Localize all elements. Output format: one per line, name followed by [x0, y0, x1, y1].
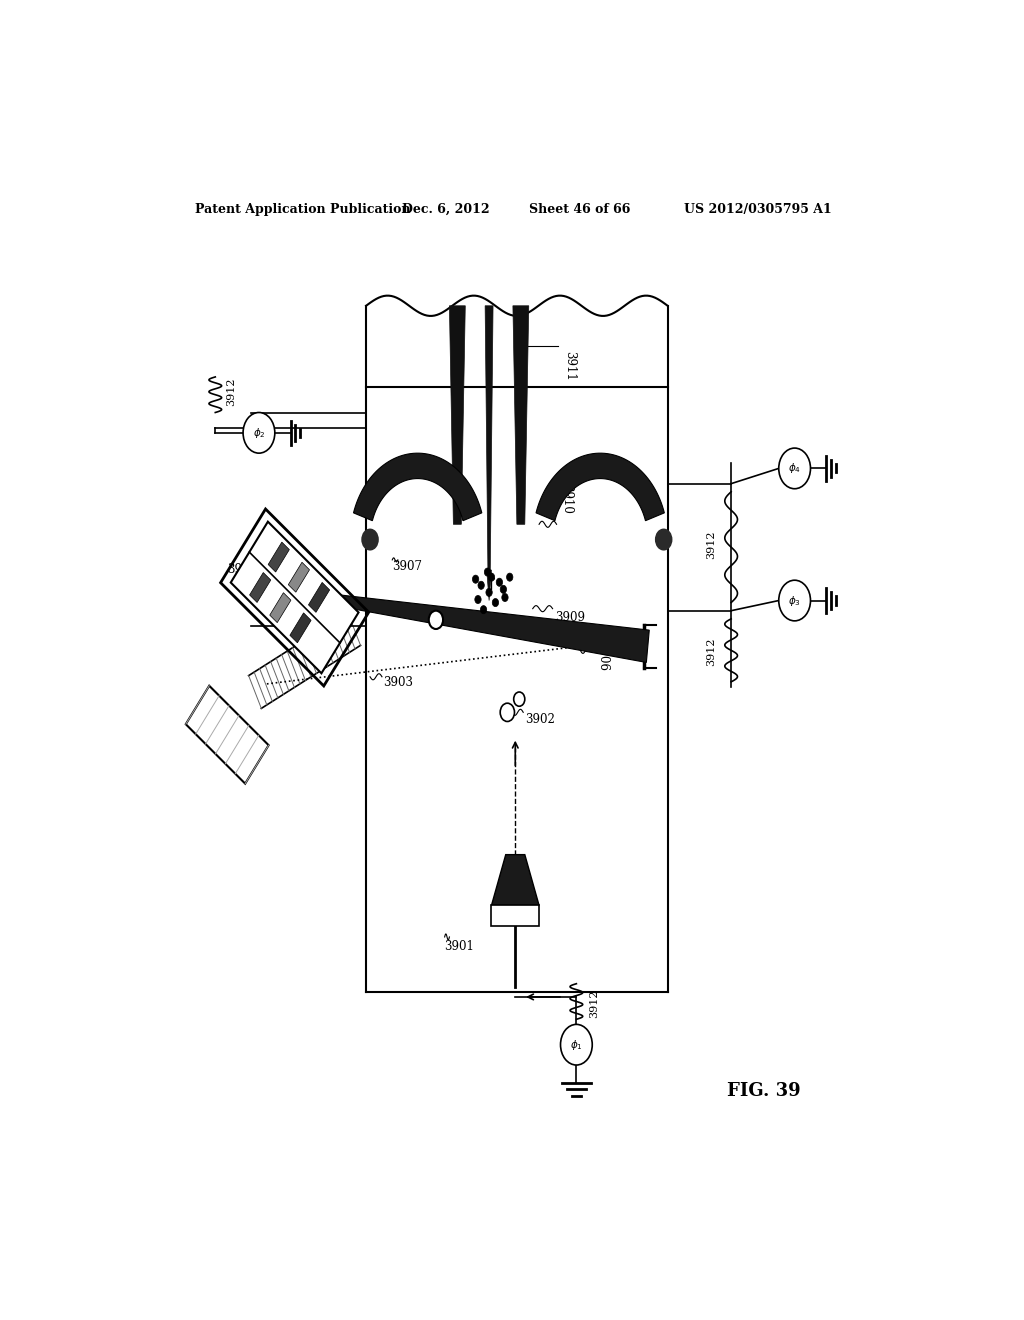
Circle shape: [480, 606, 486, 614]
Text: 3911: 3911: [563, 351, 575, 380]
Circle shape: [362, 529, 378, 549]
Text: $\phi_3$: $\phi_3$: [788, 594, 801, 607]
Text: 3912: 3912: [589, 990, 599, 1018]
Circle shape: [486, 589, 493, 597]
Circle shape: [484, 568, 490, 576]
Circle shape: [493, 598, 499, 607]
Polygon shape: [308, 582, 330, 612]
Text: $\phi_4$: $\phi_4$: [788, 462, 801, 475]
Text: FIG. 39: FIG. 39: [727, 1082, 801, 1101]
Polygon shape: [290, 612, 311, 643]
Text: 3902: 3902: [524, 713, 555, 726]
Polygon shape: [250, 573, 270, 602]
Circle shape: [514, 692, 524, 706]
Polygon shape: [492, 906, 539, 925]
Circle shape: [502, 594, 508, 602]
Polygon shape: [536, 453, 665, 520]
Polygon shape: [513, 306, 528, 524]
Polygon shape: [486, 570, 492, 601]
Circle shape: [472, 576, 479, 583]
Text: 3907: 3907: [392, 561, 422, 573]
Polygon shape: [485, 306, 494, 570]
Circle shape: [475, 595, 481, 603]
Text: 3912: 3912: [707, 638, 717, 665]
Polygon shape: [185, 686, 268, 784]
Text: 3912: 3912: [707, 531, 717, 558]
Circle shape: [429, 611, 443, 630]
Text: 3912: 3912: [226, 378, 237, 407]
Text: Dec. 6, 2012: Dec. 6, 2012: [401, 203, 489, 216]
Text: 3903: 3903: [384, 676, 414, 689]
Polygon shape: [269, 593, 291, 623]
Text: 3901: 3901: [443, 940, 474, 953]
Text: 3910: 3910: [560, 484, 573, 513]
Circle shape: [500, 704, 514, 722]
Text: Sheet 46 of 66: Sheet 46 of 66: [528, 203, 630, 216]
Text: 3909: 3909: [555, 611, 585, 624]
Circle shape: [478, 581, 484, 589]
Circle shape: [243, 413, 274, 453]
Polygon shape: [353, 453, 482, 520]
Text: 3908: 3908: [211, 708, 224, 738]
Polygon shape: [268, 543, 290, 572]
Polygon shape: [291, 590, 649, 663]
Polygon shape: [492, 854, 539, 906]
Circle shape: [507, 573, 513, 581]
Circle shape: [500, 585, 507, 594]
Text: $\phi_1$: $\phi_1$: [570, 1038, 583, 1052]
Text: 3906: 3906: [596, 642, 609, 672]
Circle shape: [497, 578, 503, 586]
Circle shape: [488, 573, 495, 581]
Polygon shape: [289, 562, 309, 593]
Circle shape: [779, 447, 811, 488]
Polygon shape: [450, 306, 465, 524]
Circle shape: [655, 529, 672, 549]
Text: US 2012/0305795 A1: US 2012/0305795 A1: [684, 203, 831, 216]
Polygon shape: [230, 521, 358, 673]
Circle shape: [560, 1024, 592, 1065]
Text: $\phi_2$: $\phi_2$: [253, 426, 265, 440]
Text: 3904: 3904: [227, 562, 257, 576]
Text: Patent Application Publication: Patent Application Publication: [196, 203, 411, 216]
Circle shape: [779, 581, 811, 620]
